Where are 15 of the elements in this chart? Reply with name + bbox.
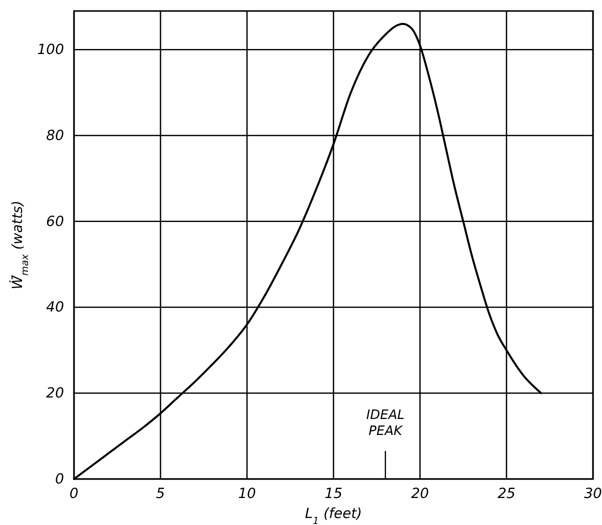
- y-tick-label: 100: [37, 42, 64, 58]
- x-tick-label: 0: [70, 486, 79, 502]
- x-tick-label: 20: [411, 486, 429, 502]
- x-axis-title: L$_{1}$ (feet): [304, 506, 362, 525]
- x-tick-label: 30: [584, 486, 602, 502]
- y-tick-label: 80: [46, 128, 64, 144]
- x-tick-label: 5: [156, 486, 166, 502]
- y-tick-label: 20: [46, 386, 64, 402]
- y-tick-label: 40: [46, 300, 64, 316]
- x-tick-label: 25: [498, 486, 516, 502]
- y-tick-label: 60: [46, 214, 64, 230]
- x-tick-label: 15: [324, 486, 342, 502]
- y-tick-label: 0: [55, 471, 64, 488]
- annotation: IDEAL PEAK: [366, 408, 404, 439]
- x-tick-label: 10: [238, 486, 256, 502]
